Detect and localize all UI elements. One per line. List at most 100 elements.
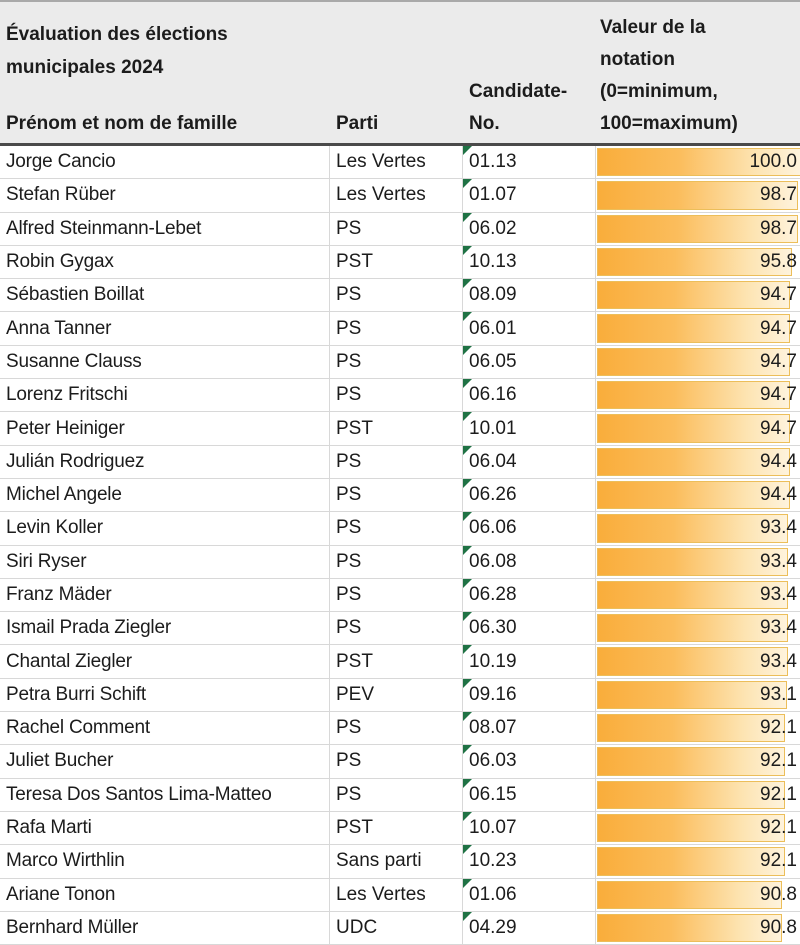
name-cell[interactable]: Robin Gygax (0, 245, 330, 279)
name-cell[interactable]: Anna Tanner (0, 312, 330, 345)
candidate-no-cell[interactable]: 06.28 (463, 578, 596, 612)
rating-cell[interactable]: 92.1 (596, 712, 800, 744)
candidate-no-cell[interactable]: 01.07 (463, 179, 596, 212)
name-cell[interactable]: Jorge Cancio (0, 146, 330, 179)
party-cell[interactable]: Les Vertes (330, 878, 463, 911)
candidate-no-cell[interactable]: 06.15 (463, 778, 596, 811)
rating-cell[interactable]: 94.7 (596, 379, 800, 411)
rating-cell[interactable]: 93.4 (596, 612, 800, 644)
name-cell[interactable]: Petra Burri Schift (0, 678, 330, 712)
party-cell[interactable]: PEV (330, 678, 463, 712)
party-cell[interactable]: PST (330, 245, 463, 279)
rating-cell[interactable]: 92.1 (596, 745, 800, 777)
party-cell[interactable]: PST (330, 811, 463, 845)
rating-cell[interactable]: 93.4 (596, 579, 800, 611)
name-cell[interactable]: Peter Heiniger (0, 412, 330, 445)
party-cell[interactable]: PS (330, 512, 463, 545)
candidate-no-cell[interactable]: 06.30 (463, 612, 596, 645)
rating-cell[interactable]: 95.8 (596, 246, 800, 278)
party-cell[interactable]: PST (330, 645, 463, 678)
rating-cell[interactable]: 90.8 (596, 879, 800, 911)
candidate-no-cell[interactable]: 06.08 (463, 545, 596, 578)
name-cell[interactable]: Bernhard Müller (0, 911, 330, 945)
party-cell[interactable]: PS (330, 445, 463, 478)
candidate-no-cell[interactable]: 08.07 (463, 712, 596, 745)
party-cell[interactable]: PS (330, 778, 463, 811)
party-cell[interactable]: Les Vertes (330, 179, 463, 212)
party-cell[interactable]: PS (330, 612, 463, 645)
rating-cell[interactable]: 90.8 (596, 912, 800, 944)
name-cell[interactable]: Julián Rodriguez (0, 445, 330, 478)
name-cell[interactable]: Sébastien Boillat (0, 279, 330, 312)
name-cell[interactable]: Marco Wirthlin (0, 845, 330, 878)
name-cell[interactable]: Susanne Clauss (0, 345, 330, 379)
name-cell[interactable]: Ismail Prada Ziegler (0, 612, 330, 645)
name-cell[interactable]: Rafa Marti (0, 811, 330, 845)
name-cell[interactable]: Alfred Steinmann-Lebet (0, 212, 330, 245)
rating-cell[interactable]: 94.7 (596, 412, 800, 444)
candidate-no-cell[interactable]: 06.16 (463, 379, 596, 412)
rating-cell[interactable]: 92.1 (596, 845, 800, 877)
rating-cell[interactable]: 98.7 (596, 213, 800, 245)
column-header-rating[interactable]: Valeur de la notation (0=minimum, 100=ma… (600, 17, 738, 134)
candidate-no-cell[interactable]: 01.06 (463, 878, 596, 911)
name-cell[interactable]: Ariane Tonon (0, 878, 330, 911)
name-cell[interactable]: Michel Angele (0, 478, 330, 512)
party-cell[interactable]: PS (330, 545, 463, 578)
candidate-no-cell[interactable]: 10.19 (463, 645, 596, 678)
name-cell[interactable]: Chantal Ziegler (0, 645, 330, 678)
rating-cell[interactable]: 93.1 (596, 679, 800, 711)
name-cell[interactable]: Levin Koller (0, 512, 330, 545)
candidate-no-cell[interactable]: 06.26 (463, 478, 596, 512)
column-header-party[interactable]: Parti (336, 113, 379, 134)
rating-cell[interactable]: 93.4 (596, 546, 800, 578)
party-cell[interactable]: PS (330, 712, 463, 745)
candidate-no-cell[interactable]: 06.04 (463, 445, 596, 478)
candidate-no-cell[interactable]: 06.03 (463, 745, 596, 778)
party-cell[interactable]: PS (330, 379, 463, 412)
party-cell[interactable]: PS (330, 745, 463, 778)
candidate-no-cell[interactable]: 10.07 (463, 811, 596, 845)
party-cell[interactable]: UDC (330, 911, 463, 945)
rating-cell[interactable]: 93.4 (596, 645, 800, 677)
party-cell[interactable]: Les Vertes (330, 146, 463, 179)
candidate-no-cell[interactable]: 09.16 (463, 678, 596, 712)
rating-cell[interactable]: 92.1 (596, 779, 800, 811)
rating-cell[interactable]: 94.4 (596, 479, 800, 511)
party-cell[interactable]: PS (330, 478, 463, 512)
name-cell[interactable]: Siri Ryser (0, 545, 330, 578)
name-cell[interactable]: Franz Mäder (0, 578, 330, 612)
candidate-no-cell[interactable]: 06.02 (463, 212, 596, 245)
name-cell[interactable]: Teresa Dos Santos Lima-Matteo (0, 778, 330, 811)
rating-cell[interactable]: 92.1 (596, 812, 800, 844)
column-header-name[interactable]: Prénom et nom de famille (6, 113, 238, 134)
candidate-no-cell[interactable]: 01.13 (463, 146, 596, 179)
candidate-no-cell[interactable]: 08.09 (463, 279, 596, 312)
party-cell[interactable]: PST (330, 412, 463, 445)
candidate-no-cell[interactable]: 06.06 (463, 512, 596, 545)
candidate-no-cell[interactable]: 10.13 (463, 245, 596, 279)
name-cell[interactable]: Lorenz Fritschi (0, 379, 330, 412)
rating-cell[interactable]: 98.7 (596, 179, 800, 211)
candidate-no-cell[interactable]: 06.05 (463, 345, 596, 379)
party-cell[interactable]: PS (330, 345, 463, 379)
candidate-no-cell[interactable]: 10.23 (463, 845, 596, 878)
name-cell[interactable]: Rachel Comment (0, 712, 330, 745)
party-cell[interactable]: Sans parti (330, 845, 463, 878)
name-cell[interactable]: Juliet Bucher (0, 745, 330, 778)
name-cell[interactable]: Stefan Rüber (0, 179, 330, 212)
rating-cell[interactable]: 94.7 (596, 346, 800, 378)
rating-cell[interactable]: 94.7 (596, 312, 800, 344)
rating-cell[interactable]: 93.4 (596, 512, 800, 544)
sheet-title-cell[interactable]: Évaluation des élections municipales 202… (6, 24, 228, 78)
party-cell[interactable]: PS (330, 578, 463, 612)
candidate-no-cell[interactable]: 04.29 (463, 911, 596, 945)
rating-cell[interactable]: 94.4 (596, 446, 800, 478)
column-header-candidate-no[interactable]: Candidate-No. (469, 81, 568, 134)
candidate-no-cell[interactable]: 10.01 (463, 412, 596, 445)
rating-cell[interactable]: 94.7 (596, 279, 800, 311)
rating-cell[interactable]: 100.0 (596, 146, 800, 178)
party-cell[interactable]: PS (330, 212, 463, 245)
party-cell[interactable]: PS (330, 279, 463, 312)
candidate-no-cell[interactable]: 06.01 (463, 312, 596, 345)
